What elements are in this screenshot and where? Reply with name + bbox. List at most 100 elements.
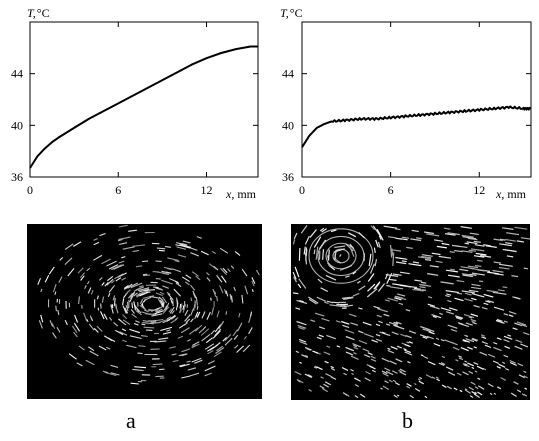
flow-streak (473, 361, 479, 366)
flow-streak (435, 260, 443, 263)
flow-streak (299, 361, 302, 364)
flow-streak (430, 331, 435, 335)
flow-streak (294, 370, 302, 376)
flow-streak (414, 382, 417, 386)
flow-streak (220, 275, 227, 283)
flow-streak (427, 303, 435, 307)
flow-streak (374, 258, 378, 267)
flow-streak (362, 348, 370, 353)
flow-streak (238, 312, 241, 318)
flow-streak (113, 321, 119, 327)
flow-streak (492, 269, 504, 273)
flow-streak (158, 249, 165, 252)
flow-streak (505, 367, 510, 371)
flow-streak (326, 345, 331, 348)
flow-streak (329, 304, 341, 307)
flow-streak (483, 244, 491, 247)
flow-streak (443, 227, 451, 230)
flow-streak (207, 350, 214, 355)
y-tick-label: 36 (11, 170, 23, 184)
flow-streak (162, 331, 172, 335)
flow-streak (204, 365, 216, 372)
flow-streak (187, 367, 197, 371)
flow-streak (189, 247, 198, 251)
flow-streak (414, 279, 423, 282)
flow-streak (389, 244, 393, 258)
flow-streak (377, 308, 388, 313)
flow-streak (110, 364, 119, 369)
flow-streak (450, 341, 458, 346)
flow-streak (304, 235, 310, 245)
flow-streak (73, 331, 78, 338)
flow-streak (304, 354, 309, 358)
flow-streak (474, 370, 478, 373)
flow-streak (512, 296, 521, 300)
flow-streak (194, 324, 203, 332)
flow-streak (144, 289, 156, 292)
flow-streak (479, 351, 488, 356)
y-axis-title: T,°C (27, 6, 50, 20)
flow-streak (192, 341, 200, 346)
flow-streak (190, 297, 193, 302)
flow-streak (481, 341, 489, 345)
flow-streak (349, 246, 355, 257)
flow-streak (384, 299, 390, 302)
flow-streak (312, 350, 319, 354)
flow-streak (166, 291, 171, 296)
flow-streak (151, 313, 163, 317)
flow-streak (40, 314, 44, 323)
flow-streak (487, 353, 496, 358)
flow-streak (523, 375, 528, 379)
flow-streak (112, 295, 116, 301)
flow-streak (51, 323, 56, 329)
flow-streak (363, 354, 371, 358)
flow-streak (126, 301, 129, 309)
flow-streak (513, 381, 519, 385)
flow-streak (78, 296, 80, 305)
flow-streak (298, 326, 305, 330)
flow-streak (135, 306, 142, 314)
flow-streak (210, 329, 216, 335)
flow-streak (464, 334, 469, 338)
flow-streak (453, 387, 458, 391)
flow-streak (293, 276, 298, 283)
flow-streak (216, 345, 224, 352)
flow-streak (178, 323, 186, 329)
y-tick-label: 44 (282, 67, 294, 81)
flow-streak (142, 274, 151, 277)
flow-streak (130, 309, 135, 314)
flow-streak (479, 280, 484, 283)
flow-streak (157, 298, 162, 305)
flow-streak (169, 306, 175, 314)
flow-streak (303, 246, 306, 255)
flow-streak (382, 385, 390, 391)
flow-streak (484, 344, 492, 349)
flow-streak (455, 317, 462, 320)
flow-streak (447, 300, 452, 303)
flow-streak (320, 376, 324, 379)
flow-streak (163, 305, 168, 311)
flow-streak (427, 360, 436, 366)
flow-streak (233, 286, 236, 292)
flow-streak (325, 274, 337, 281)
flow-streak (171, 353, 177, 356)
flow-streak (96, 325, 103, 332)
flow-streak (365, 370, 371, 375)
flow-streak (334, 245, 346, 249)
flow-streak (194, 359, 203, 364)
flow-streak (93, 254, 103, 261)
flow-streak (496, 318, 503, 322)
flow-streak (370, 225, 376, 231)
flow-streak (190, 252, 200, 257)
flow-streak (141, 323, 146, 326)
flow-streak (373, 281, 381, 290)
flow-streak (385, 370, 394, 376)
flow-streak (371, 369, 376, 373)
flow-streak (458, 355, 462, 358)
flow-streak (177, 254, 187, 258)
flow-streak (180, 353, 187, 357)
flow-streak (369, 365, 376, 370)
flow-streak (472, 321, 477, 325)
flow-streak (509, 361, 517, 367)
flow-streak (236, 345, 244, 353)
